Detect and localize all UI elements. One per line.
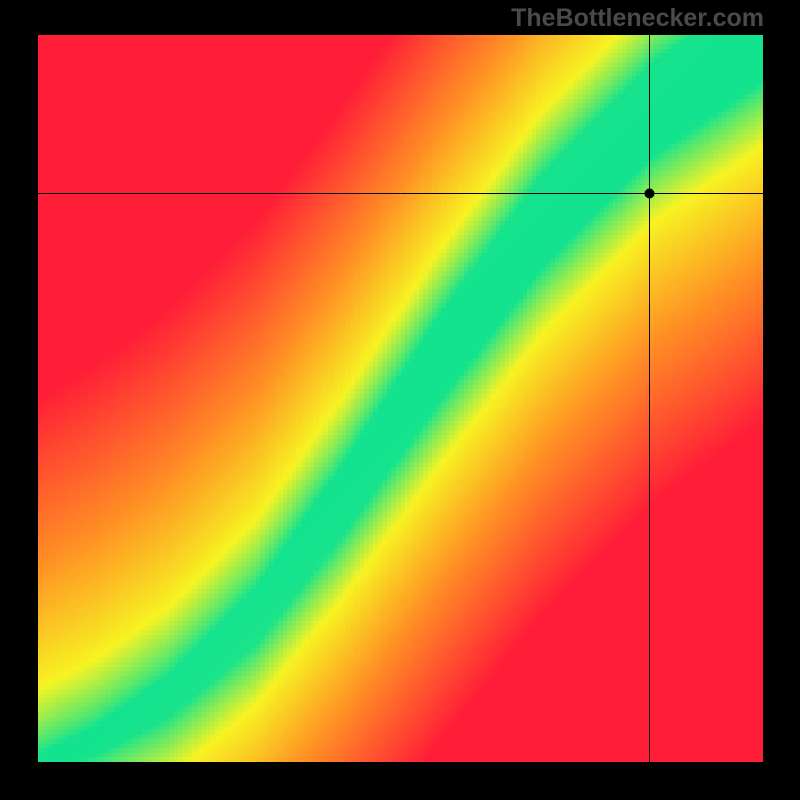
bottleneck-heatmap bbox=[38, 35, 763, 762]
watermark-text: TheBottlenecker.com bbox=[511, 4, 764, 33]
chart-container: TheBottlenecker.com bbox=[0, 0, 800, 800]
